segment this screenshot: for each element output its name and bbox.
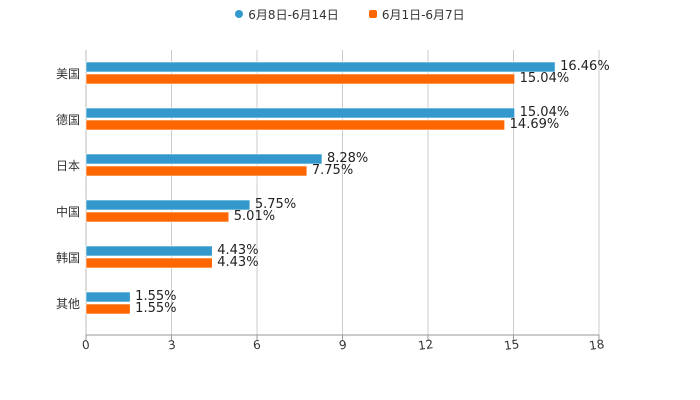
bar-value-label: 5.01%	[233, 209, 276, 224]
chart-legend: 6月8日-6月14日 6月1日-6月7日	[0, 5, 700, 23]
bar-value-label: 8.28%	[326, 151, 369, 166]
bar[interactable]	[85, 211, 230, 223]
bar[interactable]	[85, 291, 131, 303]
bar[interactable]	[85, 257, 213, 269]
bar-value-label: 1.55%	[135, 289, 177, 304]
bar[interactable]	[85, 153, 323, 165]
legend-label-series-1: 6月8日-6月14日	[248, 7, 339, 22]
bar[interactable]	[85, 107, 515, 119]
bar-value-label: 16.46%	[560, 59, 610, 74]
x-tick-label: 9	[337, 337, 348, 353]
bar-value-label: 1.55%	[135, 301, 177, 316]
bar-value-label: 4.43%	[217, 255, 259, 270]
bar-value-label: 14.69%	[509, 117, 560, 132]
bar[interactable]	[85, 165, 308, 177]
category-label: 美国	[55, 67, 80, 81]
bar[interactable]	[85, 303, 131, 315]
category-label: 其他	[55, 297, 80, 311]
legend-item-series-2[interactable]: 6月1日-6月7日	[368, 5, 465, 23]
bar[interactable]	[85, 245, 213, 257]
x-tick-label: 15	[502, 337, 520, 353]
bar-value-label: 5.75%	[254, 197, 297, 212]
x-tick-label: 18	[588, 337, 606, 353]
bar[interactable]	[85, 73, 515, 85]
category-label: 日本	[55, 159, 80, 173]
bar[interactable]	[85, 199, 251, 211]
legend-label-series-2: 6月1日-6月7日	[381, 7, 465, 22]
x-tick-label: 3	[166, 337, 177, 353]
bar-value-label: 15.04%	[519, 71, 570, 86]
bar-value-label: 15.04%	[519, 105, 570, 120]
bar[interactable]	[85, 119, 505, 131]
category-label: 中国	[55, 205, 80, 219]
bar-value-label: 4.43%	[217, 243, 259, 258]
legend-item-series-1[interactable]: 6月8日-6月14日	[235, 5, 339, 23]
x-tick-label: 12	[417, 337, 435, 353]
bar[interactable]	[85, 61, 556, 73]
category-label: 韩国	[55, 251, 80, 265]
series-2-marker-icon	[368, 10, 377, 18]
series-1-marker-icon	[235, 10, 244, 18]
category-label: 德国	[55, 113, 80, 127]
bar-value-label: 7.75%	[311, 163, 354, 178]
